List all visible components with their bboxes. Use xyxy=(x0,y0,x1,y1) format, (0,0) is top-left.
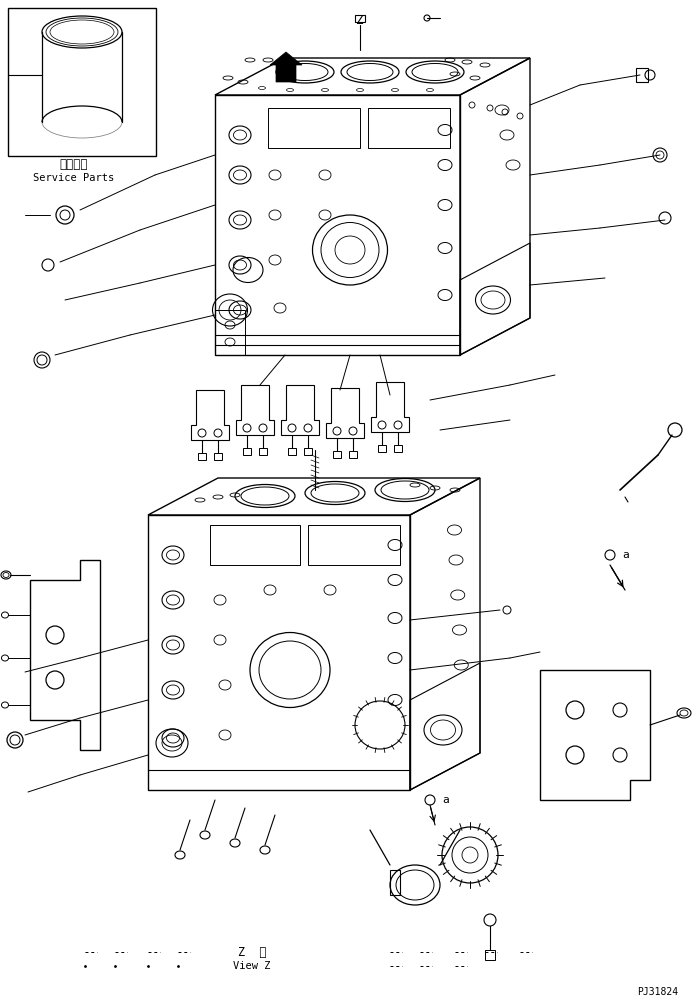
Text: a: a xyxy=(442,795,449,805)
Text: a: a xyxy=(622,550,629,560)
Text: Z  視: Z 視 xyxy=(238,946,266,959)
Text: PJ31824: PJ31824 xyxy=(637,987,678,997)
Text: Service Parts: Service Parts xyxy=(34,173,115,183)
Text: View Z: View Z xyxy=(233,961,271,971)
Polygon shape xyxy=(270,52,302,82)
Text: Z: Z xyxy=(356,13,364,26)
Text: 補給専用: 補給専用 xyxy=(60,157,88,170)
